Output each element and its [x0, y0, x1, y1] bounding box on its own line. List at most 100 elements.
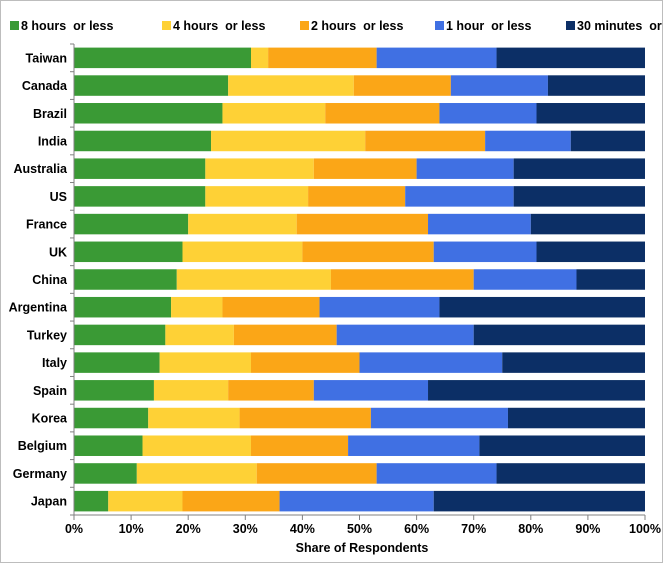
bar-segment-turkey-4-hours-or-less [165, 324, 234, 346]
bars-area: Taiwan Canada Brazil India Australia US France… [9, 47, 645, 512]
bar-segment-korea-1-hour-or-less [370, 407, 508, 429]
legend-label: 2 hours or less [311, 19, 403, 33]
legend-label: 1 hour or less [446, 19, 531, 33]
bar-segment-italy-30-minutes-or-less [502, 352, 645, 373]
legend-item-4-hours-or-less: 4 hours or less [162, 19, 265, 33]
bar-segment-italy-2-hours-or-less [251, 352, 360, 373]
x-tick-label: 100% [629, 522, 661, 536]
category-label-japan: Japan [31, 495, 67, 509]
bar-segment-taiwan-8-hours-or-less [74, 47, 252, 69]
bar-segment-china-4-hours-or-less [176, 269, 331, 290]
legend: 8 hours or less 4 hours or less 2 hours or… [10, 19, 663, 33]
bar-segment-canada-2-hours-or-less [353, 75, 451, 96]
bar-segment-japan-1-hour-or-less [279, 490, 434, 512]
bar-segment-india-1-hour-or-less [485, 130, 571, 152]
x-tick-label: 60% [404, 522, 429, 536]
bar-segment-france-1-hour-or-less [428, 213, 531, 235]
bar-segment-taiwan-4-hours-or-less [251, 47, 269, 69]
bar-segment-belgium-1-hour-or-less [348, 435, 480, 456]
x-tick-label: 90% [575, 522, 600, 536]
legend-label: 4 hours or less [173, 19, 265, 33]
bar-segment-japan-8-hours-or-less [74, 490, 109, 512]
bar-segment-italy-4-hours-or-less [159, 352, 252, 373]
bar-segment-france-4-hours-or-less [188, 213, 297, 235]
bar-segment-canada-30-minutes-or-less [547, 75, 645, 96]
bar-segment-uk-8-hours-or-less [74, 241, 183, 263]
bar-segment-belgium-2-hours-or-less [251, 435, 349, 456]
bar-segment-france-8-hours-or-less [74, 213, 189, 235]
bar-segment-argentina-2-hours-or-less [222, 296, 320, 318]
x-tick-label: 10% [119, 522, 144, 536]
category-label-canada: Canada [22, 79, 68, 93]
bar-segment-germany-1-hour-or-less [376, 463, 497, 484]
bar-segment-brazil-1-hour-or-less [439, 103, 537, 124]
bar-segment-france-2-hours-or-less [296, 213, 429, 235]
bar-segment-uk-30-minutes-or-less [536, 241, 645, 263]
bar-segment-korea-2-hours-or-less [239, 407, 371, 429]
category-label-us: US [50, 190, 67, 204]
bar-segment-germany-2-hours-or-less [256, 463, 377, 484]
legend-swatch [162, 21, 171, 30]
bar-segment-turkey-8-hours-or-less [74, 324, 166, 346]
bar-segment-italy-8-hours-or-less [74, 352, 160, 373]
axes: 0% 10% 20% 30% 40% 50% 60% 70% 80% 90% 100% [65, 43, 661, 536]
bar-segment-germany-4-hours-or-less [136, 463, 257, 484]
bar-segment-australia-4-hours-or-less [205, 158, 314, 179]
bar-segment-brazil-4-hours-or-less [222, 103, 326, 124]
bar-segment-italy-1-hour-or-less [359, 352, 503, 373]
x-axis-title: Share of Respondents [296, 541, 429, 555]
bar-segment-spain-1-hour-or-less [313, 380, 429, 401]
category-label-turkey: Turkey [27, 328, 67, 342]
bar-segment-us-1-hour-or-less [405, 186, 514, 207]
category-label-spain: Spain [33, 384, 67, 398]
bar-segment-india-2-hours-or-less [365, 130, 486, 152]
x-tick-label: 30% [233, 522, 258, 536]
legend-swatch [566, 21, 575, 30]
category-label-germany: Germany [13, 467, 67, 481]
bar-segment-uk-1-hour-or-less [433, 241, 537, 263]
bar-segment-germany-8-hours-or-less [74, 463, 137, 484]
bar-segment-spain-4-hours-or-less [153, 380, 229, 401]
bar-segment-china-1-hour-or-less [473, 269, 577, 290]
category-label-korea: Korea [32, 412, 68, 426]
category-label-taiwan: Taiwan [26, 51, 67, 65]
bar-segment-turkey-30-minutes-or-less [473, 324, 645, 346]
bar-segment-india-4-hours-or-less [211, 130, 366, 152]
bar-segment-australia-1-hour-or-less [416, 158, 514, 179]
bar-segment-taiwan-30-minutes-or-less [496, 47, 645, 69]
category-label-argentina: Argentina [9, 301, 68, 315]
legend-swatch [10, 21, 19, 30]
bar-segment-argentina-30-minutes-or-less [439, 296, 645, 318]
bar-segment-australia-30-minutes-or-less [513, 158, 645, 179]
bar-segment-us-4-hours-or-less [205, 186, 309, 207]
bar-segment-brazil-30-minutes-or-less [536, 103, 645, 124]
bar-segment-taiwan-2-hours-or-less [268, 47, 377, 69]
bar-segment-canada-1-hour-or-less [450, 75, 548, 96]
bar-segment-uk-2-hours-or-less [302, 241, 434, 263]
bar-segment-taiwan-1-hour-or-less [376, 47, 497, 69]
bar-segment-belgium-8-hours-or-less [74, 435, 143, 456]
category-label-india: India [38, 134, 68, 148]
bar-segment-china-30-minutes-or-less [576, 269, 645, 290]
legend-item-1-hour-or-less: 1 hour or less [435, 19, 531, 33]
bar-segment-brazil-2-hours-or-less [325, 103, 440, 124]
x-tick-label: 70% [461, 522, 486, 536]
legend-swatch [435, 21, 444, 30]
bar-segment-india-8-hours-or-less [74, 130, 212, 152]
legend-item-8-hours-or-less: 8 hours or less [10, 19, 113, 33]
bar-segment-uk-4-hours-or-less [182, 241, 303, 263]
x-tick-label: 0% [65, 522, 83, 536]
category-label-australia: Australia [14, 162, 69, 176]
legend-label: 8 hours or less [21, 19, 113, 33]
category-label-uk: UK [49, 245, 67, 259]
bar-segment-japan-30-minutes-or-less [433, 490, 645, 512]
bar-segment-turkey-1-hour-or-less [336, 324, 474, 346]
bar-segment-canada-4-hours-or-less [228, 75, 354, 96]
x-tick-label: 50% [347, 522, 372, 536]
bar-segment-turkey-2-hours-or-less [233, 324, 337, 346]
category-label-belgium: Belgium [18, 439, 67, 453]
bar-segment-us-30-minutes-or-less [513, 186, 645, 207]
bar-segment-korea-8-hours-or-less [74, 407, 149, 429]
